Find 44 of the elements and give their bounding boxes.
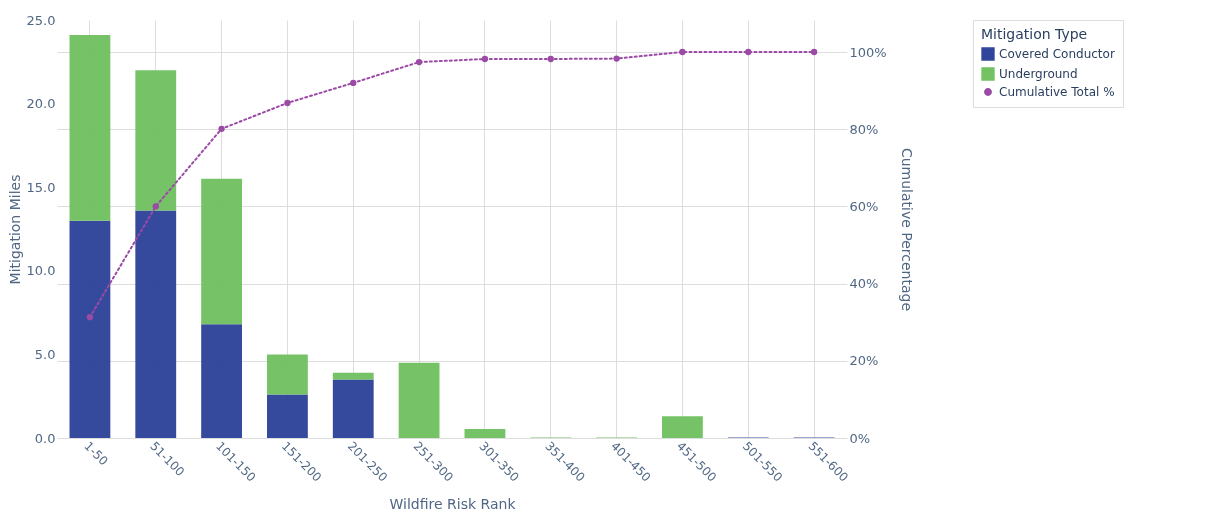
y2-tick-label: 0% [849, 430, 871, 446]
y2-tick-label: 60% [849, 198, 879, 214]
y-axis-title: Mitigation Miles [6, 174, 23, 285]
point [679, 48, 686, 56]
point [810, 48, 818, 56]
y-tick-label: 20.0 [26, 96, 56, 112]
y-tick-label: 0.0 [34, 430, 56, 446]
y2-tick-label: 40% [849, 276, 879, 292]
point [152, 203, 159, 210]
bar [332, 379, 374, 438]
legend-label: Covered Conductor [999, 47, 1115, 61]
bar [69, 35, 111, 221]
legend-label: Underground [999, 67, 1078, 81]
point [613, 55, 620, 62]
bar [662, 416, 703, 438]
bar [332, 372, 374, 380]
x-axis-title: Wildfire Risk Rank [389, 495, 517, 512]
point [284, 99, 291, 107]
point [745, 48, 752, 56]
bar [201, 178, 242, 325]
bar [267, 394, 308, 438]
y-tick-label: 5.0 [34, 346, 56, 362]
y2-tick-label: 100% [849, 44, 887, 60]
legend-title: Mitigation Type [981, 26, 1088, 42]
y-tick-label: 10.0 [26, 263, 56, 279]
y-tick-label: 15.0 [26, 179, 56, 195]
point [86, 314, 94, 321]
y2-axis-title: Cumulative Percentage [898, 147, 915, 312]
point [415, 58, 423, 66]
legend-label: Cumulative Total % [999, 85, 1115, 99]
point [481, 55, 489, 63]
bar [398, 362, 440, 438]
point [350, 79, 357, 87]
point [218, 125, 225, 132]
bar [69, 220, 111, 438]
y-tick-label: 25.0 [26, 12, 56, 28]
y2-tick-label: 80% [849, 121, 879, 137]
point [547, 55, 554, 63]
bar [201, 324, 242, 438]
bar [135, 210, 177, 438]
y2-tick-label: 20% [849, 353, 879, 369]
bar [464, 428, 506, 438]
bar [135, 70, 177, 211]
bar [267, 354, 308, 395]
